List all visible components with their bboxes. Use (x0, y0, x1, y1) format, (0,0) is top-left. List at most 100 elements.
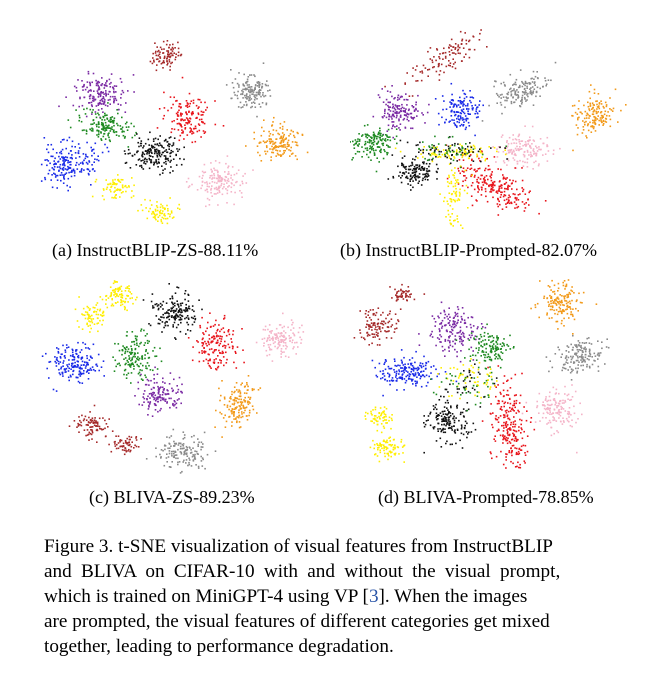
point (579, 301, 582, 304)
point (82, 153, 85, 155)
point (462, 89, 464, 92)
point (507, 93, 509, 96)
point (215, 186, 218, 189)
point (249, 74, 251, 76)
point (571, 105, 574, 107)
point (457, 153, 459, 156)
point (153, 382, 156, 384)
point (115, 189, 118, 191)
point (395, 135, 398, 138)
point (225, 84, 228, 86)
point (497, 190, 500, 192)
point (182, 461, 184, 463)
point (496, 102, 498, 104)
point (201, 184, 203, 187)
point (112, 86, 114, 89)
point (113, 182, 115, 184)
point (178, 442, 180, 444)
point (126, 287, 129, 289)
point (99, 99, 102, 102)
point (87, 306, 90, 309)
point (157, 308, 160, 311)
point (412, 158, 414, 160)
point (518, 139, 520, 141)
point (203, 352, 206, 354)
point (230, 174, 232, 177)
point (209, 175, 212, 177)
cluster-brown-2 (108, 435, 142, 456)
point (121, 116, 123, 119)
point (117, 301, 119, 303)
point (239, 395, 242, 398)
point (352, 140, 354, 143)
point (599, 117, 602, 119)
point (149, 131, 151, 134)
point (480, 174, 482, 177)
point (564, 300, 566, 302)
point (230, 398, 232, 400)
point (432, 146, 434, 148)
point (157, 322, 160, 325)
point (456, 199, 459, 202)
point (69, 163, 71, 166)
point (454, 192, 457, 195)
point (174, 292, 177, 294)
point (464, 115, 467, 117)
point (247, 96, 250, 98)
point (473, 176, 476, 178)
point (134, 335, 137, 337)
point (202, 332, 204, 334)
point (542, 142, 544, 145)
point (85, 419, 88, 421)
point (263, 130, 265, 132)
point (56, 359, 58, 362)
point (173, 321, 176, 324)
point (127, 372, 130, 375)
point (232, 330, 235, 332)
point (191, 183, 193, 186)
point (288, 335, 290, 337)
point (510, 142, 513, 145)
point (454, 219, 456, 222)
point (120, 299, 122, 301)
point (296, 158, 298, 161)
point (284, 355, 287, 358)
point (131, 351, 134, 354)
point (66, 364, 68, 366)
point (141, 379, 144, 381)
point (177, 323, 180, 326)
point (526, 161, 529, 164)
point (224, 180, 226, 182)
point (411, 161, 413, 164)
point (379, 129, 381, 132)
point (224, 178, 226, 181)
point (68, 166, 71, 169)
point (141, 155, 144, 158)
point (529, 146, 531, 148)
point (87, 325, 90, 327)
point (248, 97, 251, 100)
point (215, 349, 217, 351)
point (223, 186, 225, 188)
point (201, 352, 203, 354)
point (409, 184, 412, 186)
point (184, 127, 187, 129)
point (79, 371, 82, 374)
point (516, 93, 519, 96)
point (467, 108, 470, 110)
point (410, 293, 412, 295)
point (152, 307, 154, 309)
point (444, 155, 447, 158)
point (115, 447, 118, 450)
point (453, 219, 455, 222)
point (275, 338, 277, 340)
point (395, 105, 397, 107)
point (91, 81, 93, 84)
point (146, 151, 149, 154)
point (454, 182, 457, 185)
point (387, 136, 389, 138)
point (602, 122, 605, 125)
point (91, 105, 93, 108)
point (505, 96, 508, 98)
point (519, 85, 521, 88)
